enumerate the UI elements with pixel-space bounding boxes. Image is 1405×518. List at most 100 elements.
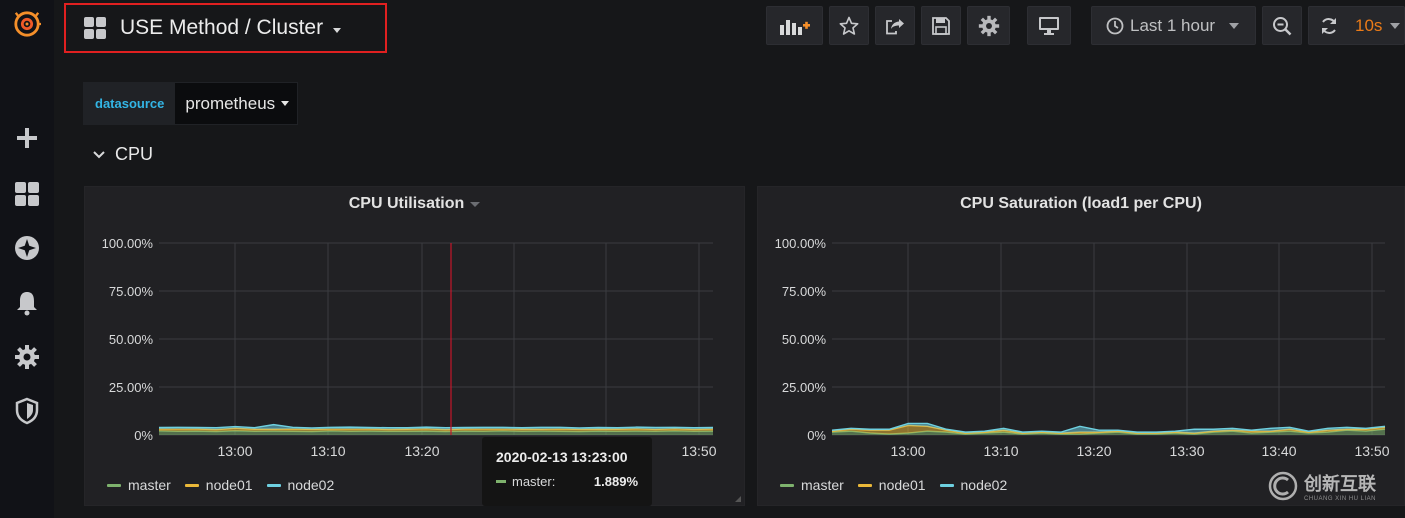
y-tick-label: 100.00% xyxy=(775,236,827,251)
y-tick-label: 0% xyxy=(807,428,826,443)
dashboards-icon[interactable] xyxy=(13,180,41,208)
time-range-label: Last 1 hour xyxy=(1130,15,1216,35)
series-area-node02 xyxy=(832,423,1385,434)
configuration-icon[interactable] xyxy=(13,343,41,371)
x-tick-label: 13:30 xyxy=(1169,443,1204,459)
grafana-logo-icon[interactable] xyxy=(13,10,41,38)
y-tick-label: 75.00% xyxy=(109,284,154,299)
x-tick-label: 13:00 xyxy=(890,443,925,459)
monitor-icon xyxy=(1039,16,1059,35)
star-icon xyxy=(839,16,859,35)
series-line-node01 xyxy=(831,424,1386,434)
y-tick-label: 50.00% xyxy=(109,332,154,347)
cpu-utilisation-chart[interactable]: 100.00% 75.00% 50.00% 25.00% 0% 13:00 13:10 13:… xyxy=(85,187,746,472)
save-button[interactable] xyxy=(921,6,961,45)
watermark-logo: 创新互联 CHUANG XIN HU LIAN xyxy=(1268,470,1376,502)
series-line-node02 xyxy=(158,423,714,429)
series-area-master xyxy=(832,429,1385,435)
time-picker-button[interactable]: Last 1 hour xyxy=(1091,6,1256,45)
save-icon xyxy=(932,16,950,35)
legend-label: master xyxy=(801,477,844,493)
y-tick-label: 0% xyxy=(134,428,153,443)
share-button[interactable] xyxy=(875,6,915,45)
legend: master node01 node02 xyxy=(107,477,334,493)
legend: master node01 node02 xyxy=(780,477,1007,493)
legend-item-node01[interactable]: node01 xyxy=(184,477,253,493)
zoom-out-icon xyxy=(1273,16,1292,35)
x-tick-label: 13:20 xyxy=(1076,443,1111,459)
variable-value: prometheus xyxy=(185,93,276,113)
plus-icon[interactable] xyxy=(13,124,41,152)
y-tick-label: 25.00% xyxy=(109,380,154,395)
clock-icon xyxy=(1106,17,1124,34)
panel-title: CPU Saturation (load1 per CPU) xyxy=(960,195,1202,212)
share-icon xyxy=(886,18,904,34)
tv-mode-button[interactable] xyxy=(1027,6,1071,45)
chevron-down-icon xyxy=(93,150,105,158)
watermark-text: 创新互联 xyxy=(1304,474,1376,494)
template-variable-datasource: datasource prometheus xyxy=(83,82,299,125)
gear-icon xyxy=(978,15,999,36)
y-tick-label: 50.00% xyxy=(782,332,827,347)
chevron-down-icon xyxy=(1390,22,1401,29)
row-title: CPU xyxy=(115,144,154,164)
panel-title-menu[interactable]: CPU Saturation (load1 per CPU) xyxy=(758,195,1404,213)
x-tick-label: 13:20 xyxy=(404,443,439,459)
refresh-icon xyxy=(1322,17,1336,34)
row-header-cpu[interactable]: CPU xyxy=(93,144,153,165)
legend-item-node02[interactable]: node02 xyxy=(939,477,1008,493)
dashboard-grid-icon xyxy=(84,17,106,39)
legend-item-master[interactable]: master xyxy=(107,477,171,493)
watermark-icon xyxy=(1268,471,1298,501)
chevron-down-icon xyxy=(470,201,481,207)
variable-value-dropdown[interactable]: prometheus xyxy=(175,83,298,124)
tooltip-row: master: 1.889% xyxy=(496,474,638,489)
alerting-icon[interactable] xyxy=(13,289,41,317)
legend-item-master[interactable]: master xyxy=(780,477,844,493)
cpu-saturation-chart[interactable]: 100.00% 75.00% 50.00% 25.00% 0% 13:00 13:10 13:… xyxy=(758,187,1405,472)
graph-tooltip: 2020-02-13 13:23:00 master: 1.889% xyxy=(482,437,652,506)
zoom-out-button[interactable] xyxy=(1262,6,1302,45)
watermark-subtext: CHUANG XIN HU LIAN xyxy=(1304,496,1377,502)
x-tick-label: 13:10 xyxy=(983,443,1018,459)
sidebar xyxy=(0,0,54,518)
x-tick-label: 13:50 xyxy=(681,443,716,459)
chevron-down-icon xyxy=(281,101,290,106)
add-panel-icon xyxy=(779,19,810,35)
legend-label: node01 xyxy=(205,477,253,493)
star-button[interactable] xyxy=(829,6,869,45)
panel-title: CPU Utilisation xyxy=(348,195,465,212)
legend-label: master xyxy=(128,477,171,493)
chevron-down-icon xyxy=(1229,22,1240,29)
resize-handle-icon[interactable] xyxy=(735,496,741,502)
y-tick-label: 75.00% xyxy=(782,284,827,299)
page-title: USE Method / Cluster xyxy=(120,16,324,39)
series-line-master xyxy=(831,428,1386,435)
y-tick-label: 25.00% xyxy=(782,380,827,395)
refresh-interval-label: 10s xyxy=(1355,15,1383,35)
tooltip-series: master: xyxy=(512,474,556,489)
panel-cpu-saturation: CPU Saturation (load1 per CPU) 100.00% 75… xyxy=(757,186,1405,506)
variable-label: datasource xyxy=(84,83,176,124)
series-area-node01 xyxy=(832,425,1385,435)
series-line-node02 xyxy=(831,422,1386,433)
tooltip-time: 2020-02-13 13:23:00 xyxy=(496,449,628,465)
y-tick-label: 100.00% xyxy=(102,236,154,251)
legend-label: node02 xyxy=(287,477,335,493)
legend-item-node02[interactable]: node02 xyxy=(266,477,335,493)
x-tick-label: 13:40 xyxy=(1261,443,1296,459)
legend-item-node01[interactable]: node01 xyxy=(857,477,926,493)
x-tick-label: 13:10 xyxy=(310,443,345,459)
add-panel-button[interactable] xyxy=(766,6,823,45)
settings-button[interactable] xyxy=(967,6,1010,45)
server-admin-icon[interactable] xyxy=(13,397,41,425)
panel-title-menu[interactable]: CPU Utilisation xyxy=(85,195,744,213)
legend-label: node02 xyxy=(960,477,1008,493)
x-tick-label: 13:50 xyxy=(1354,443,1389,459)
explore-icon[interactable] xyxy=(13,234,41,262)
x-tick-label: 13:00 xyxy=(217,443,252,459)
legend-label: node01 xyxy=(878,477,926,493)
dashboard-title-picker[interactable]: USE Method / Cluster xyxy=(64,3,387,53)
refresh-button[interactable]: 10s xyxy=(1308,6,1405,45)
chevron-down-icon xyxy=(333,27,342,33)
